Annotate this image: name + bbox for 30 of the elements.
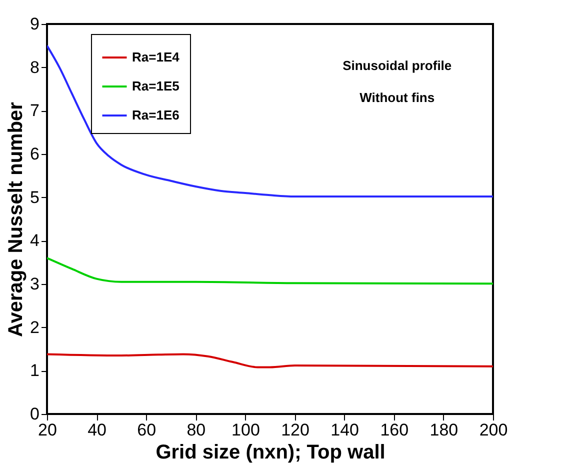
y-tick-label: 1 xyxy=(30,361,40,380)
x-tick-label: 120 xyxy=(281,420,310,440)
line-series xyxy=(47,257,493,285)
x-tick-label: 140 xyxy=(330,420,360,440)
x-axis-title: Grid size (nxn); Top wall xyxy=(156,442,386,464)
y-tick-label: 7 xyxy=(30,101,40,120)
y-tick-label: 6 xyxy=(30,144,40,164)
y-tick-label: 2 xyxy=(30,318,40,337)
x-tick-label: 60 xyxy=(137,420,156,440)
line-series xyxy=(47,44,493,198)
y-tick-label: 9 xyxy=(30,14,40,34)
y-tick-label: 4 xyxy=(30,231,40,250)
x-tick-label: 40 xyxy=(88,420,107,440)
legend-label: Ra=1E5 xyxy=(132,78,180,94)
annotation: Without fins xyxy=(360,90,435,105)
x-tick-label: 180 xyxy=(430,420,458,440)
y-tick-label: 3 xyxy=(30,274,40,294)
x-tick-label: 80 xyxy=(186,420,206,440)
legend-label: Ra=1E4 xyxy=(132,50,180,64)
x-tick-label: 200 xyxy=(479,420,508,440)
y-tick-label: 5 xyxy=(30,188,40,207)
y-axis-title: Average Nusselt number xyxy=(5,102,28,337)
x-tick-label: 160 xyxy=(380,420,409,440)
x-tick-label: 100 xyxy=(232,420,260,440)
annotation: Sinusoidal profile xyxy=(342,58,452,73)
legend-label: Ra=1E6 xyxy=(132,108,180,122)
y-tick-label: 8 xyxy=(30,58,40,77)
line-series xyxy=(47,353,493,368)
x-tick-label: 20 xyxy=(38,420,57,440)
y-tick-label: 0 xyxy=(30,404,40,424)
